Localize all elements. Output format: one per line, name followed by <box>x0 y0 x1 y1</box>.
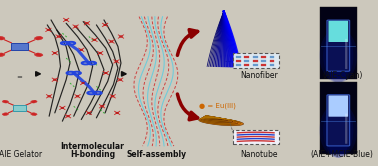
Text: (AIE+MCIE-Blue): (AIE+MCIE-Blue) <box>311 150 373 159</box>
Ellipse shape <box>0 54 5 57</box>
FancyBboxPatch shape <box>345 114 347 144</box>
Ellipse shape <box>110 41 113 42</box>
Ellipse shape <box>36 53 43 56</box>
Ellipse shape <box>115 61 118 62</box>
FancyBboxPatch shape <box>319 82 357 154</box>
Text: Intermolecular: Intermolecular <box>61 142 124 151</box>
Ellipse shape <box>80 49 83 51</box>
FancyBboxPatch shape <box>327 20 350 71</box>
Ellipse shape <box>3 113 9 116</box>
FancyBboxPatch shape <box>327 95 350 146</box>
Text: ● = Eu(III): ● = Eu(III) <box>199 103 236 110</box>
Ellipse shape <box>61 107 64 109</box>
Ellipse shape <box>67 115 70 117</box>
Ellipse shape <box>116 112 119 114</box>
Ellipse shape <box>65 19 68 21</box>
Ellipse shape <box>327 28 350 83</box>
FancyBboxPatch shape <box>345 39 347 69</box>
Ellipse shape <box>199 118 241 125</box>
Ellipse shape <box>319 103 357 158</box>
Text: AIE Gelator: AIE Gelator <box>0 150 42 159</box>
Ellipse shape <box>202 117 225 121</box>
Ellipse shape <box>53 52 56 54</box>
Ellipse shape <box>3 100 9 103</box>
FancyBboxPatch shape <box>328 95 348 117</box>
Ellipse shape <box>323 103 353 158</box>
Ellipse shape <box>48 95 51 97</box>
FancyBboxPatch shape <box>233 53 279 68</box>
Ellipse shape <box>201 117 230 122</box>
Ellipse shape <box>101 105 104 107</box>
Ellipse shape <box>203 117 222 120</box>
Ellipse shape <box>34 36 41 39</box>
FancyBboxPatch shape <box>14 105 26 111</box>
Ellipse shape <box>0 36 5 39</box>
Ellipse shape <box>327 103 350 158</box>
Ellipse shape <box>82 82 85 84</box>
Ellipse shape <box>0 53 3 56</box>
Ellipse shape <box>201 118 233 123</box>
Ellipse shape <box>87 112 90 114</box>
Ellipse shape <box>0 37 3 40</box>
Ellipse shape <box>104 24 107 26</box>
Ellipse shape <box>2 113 8 115</box>
Text: Nanofiber: Nanofiber <box>240 71 278 80</box>
Ellipse shape <box>57 36 60 37</box>
Ellipse shape <box>93 39 96 41</box>
Ellipse shape <box>31 100 36 103</box>
Ellipse shape <box>31 113 36 116</box>
Ellipse shape <box>204 116 214 118</box>
Ellipse shape <box>203 116 219 119</box>
FancyArrowPatch shape <box>177 30 198 55</box>
Text: Nanotube: Nanotube <box>240 150 278 159</box>
Ellipse shape <box>204 116 217 118</box>
FancyBboxPatch shape <box>233 130 279 144</box>
Ellipse shape <box>319 28 357 83</box>
FancyBboxPatch shape <box>11 43 28 50</box>
Text: Self-assembly: Self-assembly <box>127 150 187 159</box>
Ellipse shape <box>76 95 79 97</box>
FancyArrowPatch shape <box>177 94 198 120</box>
Text: H-bonding: H-bonding <box>70 150 115 159</box>
Ellipse shape <box>36 37 43 40</box>
Ellipse shape <box>205 116 211 117</box>
Ellipse shape <box>202 117 228 121</box>
Ellipse shape <box>199 118 243 126</box>
Text: (AIE-Cyan): (AIE-Cyan) <box>322 71 362 80</box>
Ellipse shape <box>200 118 238 124</box>
Ellipse shape <box>74 26 77 27</box>
Ellipse shape <box>323 28 353 83</box>
Ellipse shape <box>32 101 37 103</box>
Ellipse shape <box>32 113 37 115</box>
Ellipse shape <box>119 36 122 37</box>
Ellipse shape <box>119 79 122 81</box>
Ellipse shape <box>104 72 107 74</box>
Ellipse shape <box>111 95 114 97</box>
Ellipse shape <box>200 118 235 124</box>
FancyBboxPatch shape <box>319 7 357 79</box>
Ellipse shape <box>2 101 8 103</box>
Ellipse shape <box>53 79 56 81</box>
FancyBboxPatch shape <box>328 21 348 42</box>
Ellipse shape <box>85 22 88 24</box>
Ellipse shape <box>94 92 97 94</box>
Text: =: = <box>17 74 23 80</box>
Ellipse shape <box>47 29 50 31</box>
Ellipse shape <box>34 54 41 57</box>
Ellipse shape <box>99 52 102 54</box>
